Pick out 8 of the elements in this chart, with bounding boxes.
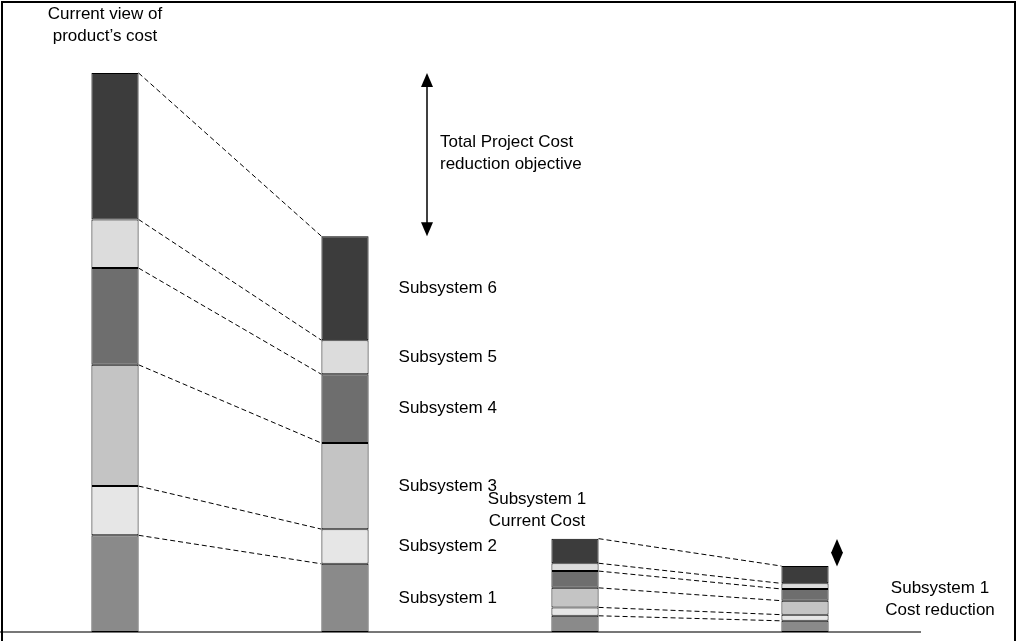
text: Current view of product’s cost [46,3,164,47]
annotation: Total Project Cost reduction objective [440,131,583,175]
annotation: Subsystem 1 Cost reduction [884,577,996,621]
series-label: Subsystem 1 [398,587,497,607]
series-label: Subsystem 5 [398,346,497,366]
series-label: Subsystem 6 [398,277,497,297]
series-label: Subsystem 4 [398,398,497,418]
series-label: Subsystem 2 [398,536,497,556]
